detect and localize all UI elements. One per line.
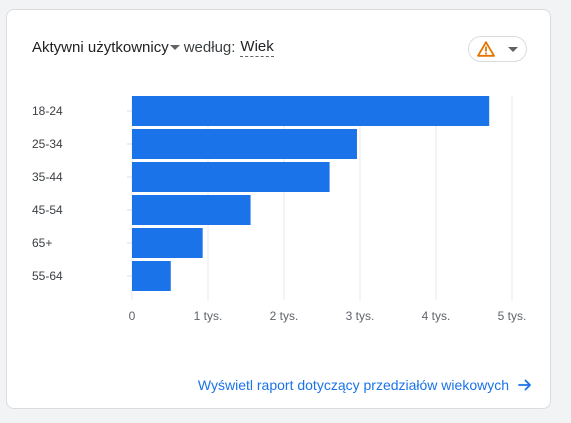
category-label: 55-64 (32, 269, 63, 283)
warning-triangle-icon (477, 41, 495, 57)
caret-down-icon (169, 44, 180, 50)
card-header: Aktywni użytkownicy według: Wiek (32, 35, 274, 59)
category-label: 45-54 (32, 203, 63, 217)
bar-18-24[interactable] (132, 96, 490, 126)
view-age-report-link[interactable]: Wyświetl raport dotyczący przedziałów wi… (198, 377, 532, 393)
x-tick-label: 0 (129, 309, 136, 323)
age-card: Aktywni użytkownicy według: Wiek 18-24 25… (6, 9, 551, 409)
x-tick-label: 1 tys. (194, 309, 223, 323)
bar-45-54[interactable] (132, 195, 251, 225)
bars (132, 96, 490, 291)
category-label: 35-44 (32, 170, 63, 184)
by-label: według: (183, 38, 236, 56)
x-tick-label: 4 tys. (422, 309, 451, 323)
category-label: 25-34 (32, 137, 63, 151)
x-tick-label: 5 tys. (498, 309, 527, 323)
x-tick-label: 3 tys. (346, 309, 375, 323)
category-labels: 18-24 25-34 35-44 45-54 65+ 55-64 (32, 104, 63, 283)
metric-label: Aktywni użytkownicy (32, 38, 169, 56)
metric-selector[interactable]: Aktywni użytkownicy (32, 39, 184, 56)
view-age-report-label: Wyświetl raport dotyczący przedziałów wi… (197, 377, 509, 393)
category-label: 18-24 (32, 104, 63, 118)
bar-25-34[interactable] (132, 129, 357, 159)
bar-65+[interactable] (132, 228, 203, 258)
age-bar-chart: 18-24 25-34 35-44 45-54 65+ 55-64 0 1 tys. 2 ty… (32, 96, 527, 323)
bar-35-44[interactable] (132, 162, 330, 192)
x-tick-label: 2 tys. (270, 309, 299, 323)
x-axis-ticks: 0 1 tys. 2 tys. 3 tys. 4 tys. 5 tys. (129, 309, 527, 323)
arrow-right-icon (518, 379, 531, 391)
insights-alert-button[interactable] (468, 36, 527, 62)
bar-55-64[interactable] (132, 261, 171, 291)
caret-down-icon (508, 47, 518, 52)
dimension-selector[interactable]: Wiek (240, 37, 274, 57)
category-label: 65+ (32, 236, 52, 250)
